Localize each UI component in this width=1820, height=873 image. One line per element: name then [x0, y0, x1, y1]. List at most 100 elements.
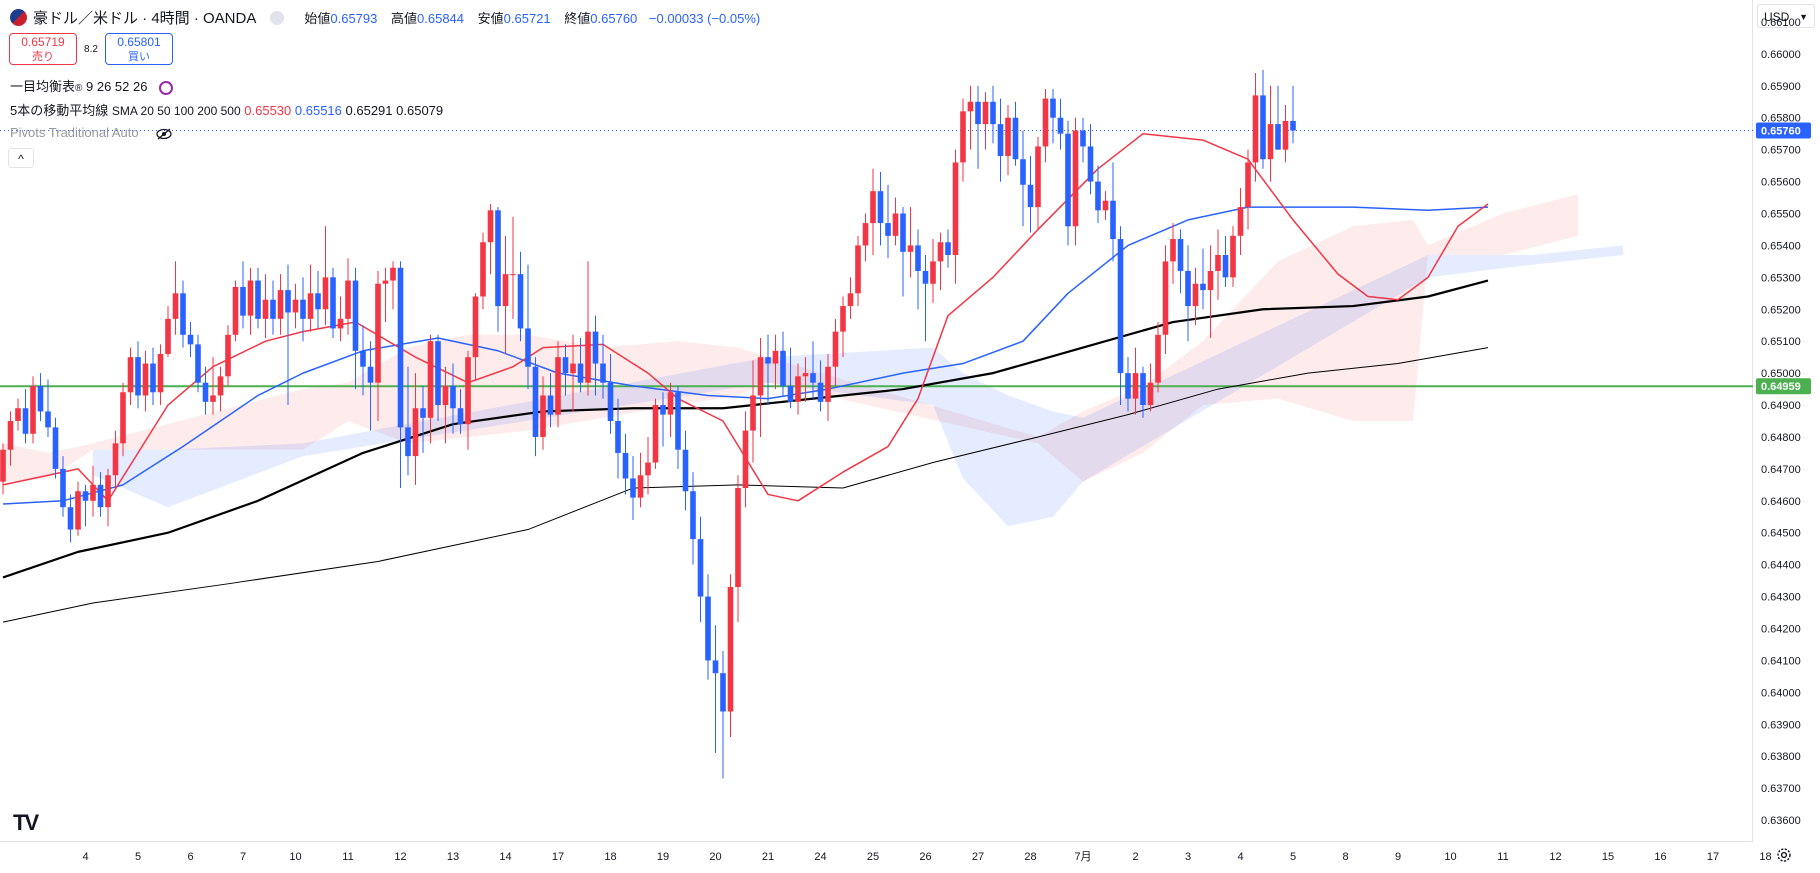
candle[interactable] — [427, 341, 434, 418]
candle[interactable] — [277, 290, 284, 319]
candle[interactable] — [465, 357, 471, 425]
candle[interactable] — [855, 245, 861, 294]
candle[interactable] — [1207, 270, 1214, 291]
candle[interactable] — [1230, 235, 1236, 278]
refresh-icon[interactable] — [159, 80, 174, 95]
candle[interactable] — [300, 299, 306, 319]
candle[interactable] — [990, 101, 996, 125]
candle[interactable] — [195, 344, 201, 383]
candle[interactable] — [750, 395, 756, 431]
candle[interactable] — [877, 191, 884, 224]
candle[interactable] — [375, 283, 381, 383]
candle[interactable] — [915, 245, 921, 271]
currency-selector[interactable]: USD ▼ — [1757, 4, 1815, 28]
candle[interactable] — [787, 385, 794, 402]
price-chart[interactable] — [0, 0, 1753, 842]
candle[interactable] — [555, 357, 561, 415]
candle[interactable] — [802, 373, 809, 377]
candle[interactable] — [637, 475, 644, 498]
candle[interactable] — [457, 408, 464, 425]
candle[interactable] — [262, 299, 269, 319]
candle[interactable] — [817, 382, 824, 402]
candle[interactable] — [615, 421, 621, 453]
sell-button[interactable]: 0.65719 売り — [9, 33, 77, 65]
candle[interactable] — [367, 366, 374, 383]
candle[interactable] — [472, 296, 479, 358]
candle[interactable] — [1027, 184, 1034, 208]
candle[interactable] — [45, 411, 51, 428]
candle[interactable] — [1102, 200, 1109, 211]
candle[interactable] — [397, 267, 404, 428]
candle[interactable] — [150, 363, 156, 393]
candle[interactable] — [892, 213, 899, 236]
candle[interactable] — [532, 366, 539, 437]
symbol-title[interactable]: 豪ドル／米ドル · 4時間 · OANDA — [33, 10, 257, 27]
candle[interactable] — [705, 596, 711, 661]
candle[interactable] — [810, 373, 816, 383]
candle[interactable] — [120, 392, 126, 444]
candle[interactable] — [1200, 283, 1206, 291]
candle[interactable] — [600, 363, 606, 383]
candle[interactable] — [772, 350, 779, 364]
candle[interactable] — [645, 462, 651, 476]
candle[interactable] — [1192, 283, 1199, 307]
candle[interactable] — [480, 242, 486, 297]
candle[interactable] — [217, 376, 224, 396]
candle[interactable] — [255, 280, 261, 319]
candle[interactable] — [1185, 270, 1191, 307]
candle[interactable] — [540, 395, 546, 437]
candle[interactable] — [420, 408, 426, 418]
candle[interactable] — [1012, 117, 1019, 160]
candle[interactable] — [1155, 334, 1161, 383]
candle[interactable] — [502, 274, 509, 307]
candle[interactable] — [1177, 239, 1184, 271]
candle[interactable] — [52, 427, 59, 469]
candle[interactable] — [210, 395, 216, 402]
candle[interactable] — [442, 385, 449, 406]
candle[interactable] — [450, 385, 456, 409]
candle[interactable] — [127, 357, 134, 393]
candle[interactable] — [675, 392, 681, 450]
candle[interactable] — [330, 277, 336, 329]
candle[interactable] — [82, 491, 89, 501]
gear-icon[interactable] — [1776, 847, 1792, 863]
candle[interactable] — [7, 421, 14, 450]
candle[interactable] — [660, 405, 666, 415]
candle[interactable] — [622, 452, 629, 479]
candle[interactable] — [37, 385, 44, 412]
candle[interactable] — [60, 468, 66, 508]
candle[interactable] — [135, 357, 141, 396]
candle[interactable] — [1057, 117, 1064, 134]
candle[interactable] — [180, 293, 186, 335]
candle[interactable] — [1170, 239, 1176, 262]
candle[interactable] — [975, 101, 981, 125]
candle[interactable] — [562, 357, 569, 374]
candle[interactable] — [165, 318, 171, 354]
candle[interactable] — [240, 286, 246, 316]
candle[interactable] — [997, 124, 1004, 157]
candle[interactable] — [742, 430, 749, 489]
candle[interactable] — [390, 267, 396, 281]
candle[interactable] — [232, 286, 239, 335]
candle[interactable] — [1050, 98, 1056, 118]
candle[interactable] — [1290, 120, 1296, 131]
candle[interactable] — [547, 395, 554, 415]
candle[interactable] — [930, 261, 936, 284]
candle[interactable] — [667, 392, 674, 415]
candle[interactable] — [840, 306, 846, 332]
candle[interactable] — [825, 366, 831, 402]
candle[interactable] — [352, 280, 359, 351]
candle[interactable] — [885, 223, 891, 236]
candle[interactable] — [907, 245, 914, 252]
candle[interactable] — [967, 101, 974, 112]
candle[interactable] — [1245, 162, 1251, 208]
candle[interactable] — [187, 334, 194, 345]
chevron-up-icon[interactable]: ^ — [8, 148, 34, 168]
candle[interactable] — [780, 350, 786, 386]
candle[interactable] — [945, 242, 951, 255]
candle[interactable] — [765, 357, 771, 364]
candle[interactable] — [960, 111, 966, 163]
candle[interactable] — [585, 331, 591, 383]
candle[interactable] — [1275, 124, 1281, 150]
candle[interactable] — [1065, 133, 1071, 227]
